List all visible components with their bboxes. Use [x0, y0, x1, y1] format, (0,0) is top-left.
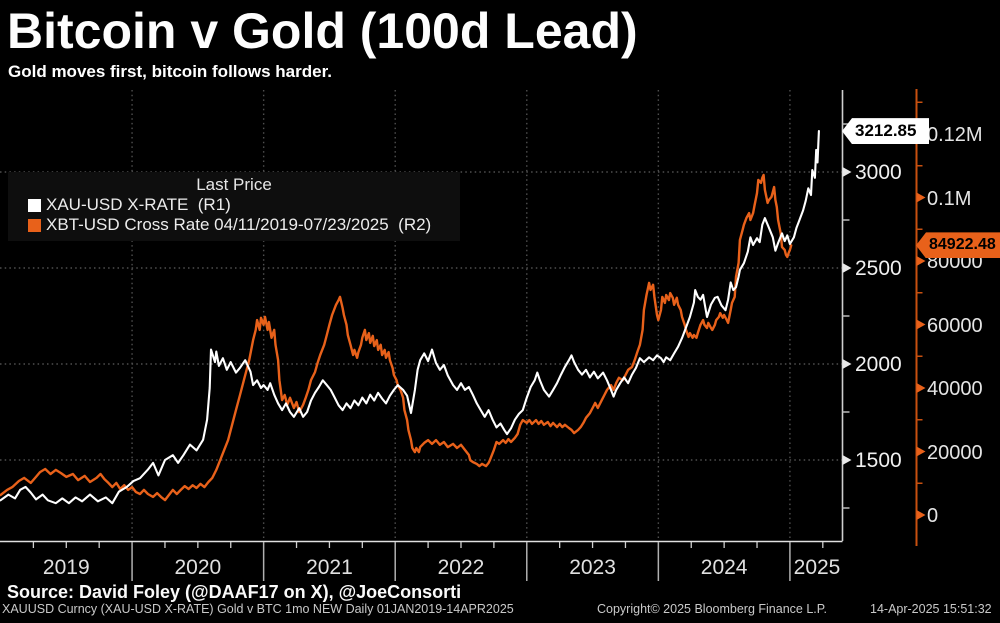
legend-item-label: XAU-USD X-RATE (R1)	[46, 195, 231, 214]
gold-line[interactable]	[0, 130, 820, 505]
legend-item-gold[interactable]: XAU-USD X-RATE (R1)	[28, 195, 231, 214]
footer-ticker-info: XAUUSD Curncy (XAU-USD X-RATE) Gold v BT…	[2, 602, 514, 616]
btc-axis-tick-label: 0	[927, 505, 939, 527]
btc-axis-tick-label: 0.1M	[927, 187, 972, 210]
footer-timestamp: 14-Apr-2025 15:51:32	[870, 602, 992, 616]
legend-item-label: XBT-USD Cross Rate 04/11/2019-07/23/2025…	[46, 215, 432, 234]
btc-price-tag[interactable]: 84922.48	[916, 232, 1000, 259]
page-title: Bitcoin v Gold (100d Lead)	[7, 3, 638, 59]
gold-axis-tick-label: 1500	[855, 449, 902, 472]
gold-axis-tick-label: 2500	[855, 257, 902, 280]
x-axis-year-label: 2023	[569, 556, 616, 579]
btc-series-swatch-icon	[28, 218, 41, 232]
btc-axis-tick-label: 40000	[927, 378, 983, 400]
x-axis-year-label: 2021	[306, 556, 353, 579]
x-axis-year-label: 2022	[437, 556, 485, 579]
x-axis-year-label: 2024	[700, 556, 748, 579]
gold-axis-tick-label: 2000	[855, 353, 902, 376]
x-axis-year-label: 2025	[793, 556, 841, 579]
x-axis-year-label: 2020	[174, 556, 222, 579]
btc-axis-tick-label: 20000	[927, 441, 983, 464]
page-subtitle: Gold moves first, bitcoin follows harder…	[8, 62, 332, 81]
btc-axis-tick-label: 60000	[927, 314, 983, 337]
x-axis-year-label: 2019	[42, 556, 90, 579]
gold-axis-tick-label: 3000	[855, 161, 902, 184]
footer-copyright: Copyright© 2025 Bloomberg Finance L.P.	[597, 602, 827, 616]
legend-item-btc[interactable]: XBT-USD Cross Rate 04/11/2019-07/23/2025…	[28, 215, 432, 234]
gold-series-swatch-icon	[28, 198, 41, 212]
legend-header: Last Price	[196, 175, 272, 194]
legend[interactable]: Last Price XAU-USD X-RATE (R1) XBT-USD C…	[8, 172, 460, 241]
btc-axis-tick-label: 0.12M	[927, 124, 983, 146]
btc-line[interactable]	[0, 173, 793, 502]
source-line: Source: David Foley (@DAAF17 on X), @Joe…	[7, 582, 462, 602]
gold-price-tag[interactable]: 3212.85	[842, 118, 929, 145]
